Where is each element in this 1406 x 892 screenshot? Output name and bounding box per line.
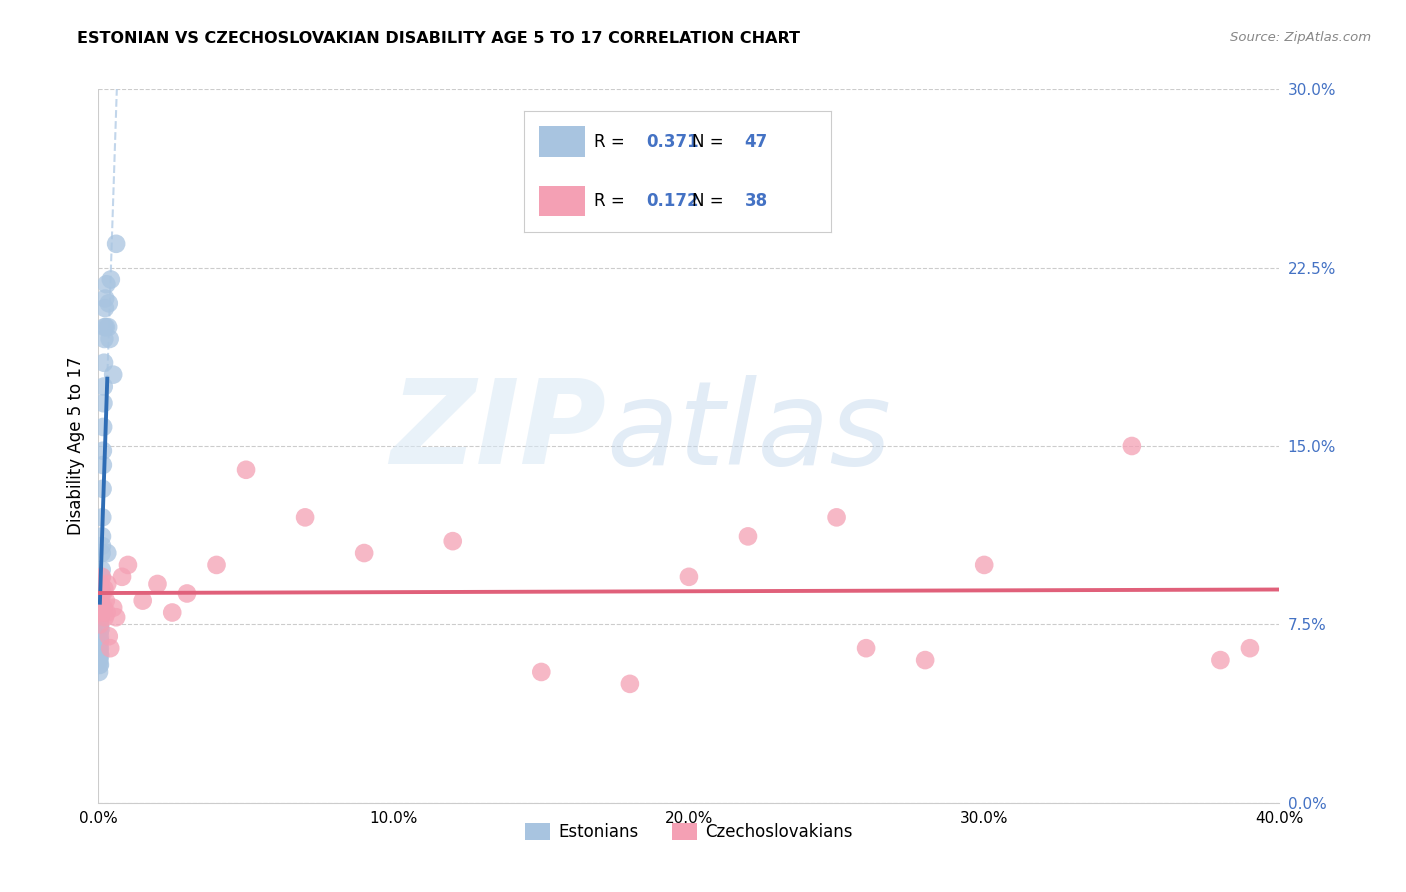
Point bbox=[94, 610, 117, 624]
Point bbox=[97, 296, 120, 310]
Point bbox=[111, 570, 134, 584]
Point bbox=[94, 320, 117, 334]
Point bbox=[530, 665, 553, 679]
Point bbox=[90, 599, 112, 613]
Point bbox=[91, 510, 114, 524]
Point bbox=[162, 606, 183, 620]
Point bbox=[89, 646, 111, 660]
Point bbox=[93, 582, 115, 596]
Point bbox=[91, 586, 114, 600]
Point bbox=[96, 577, 118, 591]
Point bbox=[90, 606, 112, 620]
Point bbox=[176, 586, 198, 600]
Point bbox=[89, 657, 111, 672]
Point bbox=[89, 606, 111, 620]
Point bbox=[89, 617, 111, 632]
Point bbox=[90, 593, 112, 607]
Point bbox=[825, 510, 848, 524]
Point bbox=[1121, 439, 1143, 453]
Point bbox=[93, 320, 115, 334]
Point bbox=[89, 641, 111, 656]
Point bbox=[105, 610, 128, 624]
Point bbox=[97, 320, 120, 334]
Point bbox=[93, 332, 115, 346]
Point bbox=[96, 606, 118, 620]
Point bbox=[441, 534, 464, 549]
Point bbox=[89, 624, 111, 639]
Point bbox=[91, 570, 114, 584]
Point bbox=[89, 617, 111, 632]
Point bbox=[94, 301, 117, 315]
Point bbox=[90, 582, 112, 596]
Point bbox=[97, 629, 120, 643]
Point bbox=[90, 563, 112, 577]
Point bbox=[89, 593, 111, 607]
Legend: Estonians, Czechoslovakians: Estonians, Czechoslovakians bbox=[519, 816, 859, 848]
Point bbox=[100, 272, 122, 286]
Point bbox=[146, 577, 169, 591]
Point bbox=[1239, 641, 1261, 656]
Text: atlas: atlas bbox=[606, 375, 891, 489]
Point bbox=[89, 634, 111, 648]
Point bbox=[91, 458, 114, 472]
Point bbox=[91, 529, 114, 543]
Point bbox=[94, 292, 117, 306]
Text: ESTONIAN VS CZECHOSLOVAKIAN DISABILITY AGE 5 TO 17 CORRELATION CHART: ESTONIAN VS CZECHOSLOVAKIAN DISABILITY A… bbox=[77, 31, 800, 46]
Point bbox=[678, 570, 700, 584]
Point bbox=[91, 539, 114, 553]
Point bbox=[1209, 653, 1232, 667]
Point bbox=[93, 600, 115, 615]
Point bbox=[132, 593, 155, 607]
Point bbox=[105, 236, 128, 251]
Point bbox=[89, 648, 111, 663]
Point bbox=[89, 622, 111, 636]
Point bbox=[93, 396, 115, 410]
Point bbox=[619, 677, 641, 691]
Point bbox=[93, 379, 115, 393]
Point bbox=[98, 332, 121, 346]
Point bbox=[90, 570, 112, 584]
Point bbox=[89, 629, 111, 643]
Point bbox=[87, 665, 110, 679]
Point bbox=[737, 529, 759, 543]
Point bbox=[89, 641, 111, 656]
Point bbox=[90, 610, 112, 624]
Point bbox=[353, 546, 375, 560]
Point bbox=[89, 653, 111, 667]
Point bbox=[98, 641, 121, 656]
Point bbox=[117, 558, 139, 572]
Point bbox=[89, 657, 111, 672]
Point bbox=[973, 558, 995, 572]
Point bbox=[294, 510, 316, 524]
Text: ZIP: ZIP bbox=[391, 375, 606, 489]
Point bbox=[205, 558, 228, 572]
Point bbox=[96, 546, 118, 560]
Point bbox=[89, 634, 111, 648]
Point bbox=[103, 368, 125, 382]
Point bbox=[91, 482, 114, 496]
Point bbox=[91, 443, 114, 458]
Point bbox=[914, 653, 936, 667]
Point bbox=[235, 463, 257, 477]
Point bbox=[855, 641, 877, 656]
Point bbox=[87, 653, 110, 667]
Point bbox=[93, 356, 115, 370]
Point bbox=[96, 277, 118, 292]
Point bbox=[90, 577, 112, 591]
Point bbox=[91, 420, 114, 434]
Text: Source: ZipAtlas.com: Source: ZipAtlas.com bbox=[1230, 31, 1371, 45]
Point bbox=[103, 600, 125, 615]
Y-axis label: Disability Age 5 to 17: Disability Age 5 to 17 bbox=[66, 357, 84, 535]
Point bbox=[90, 546, 112, 560]
Point bbox=[94, 593, 117, 607]
Point bbox=[90, 586, 112, 600]
